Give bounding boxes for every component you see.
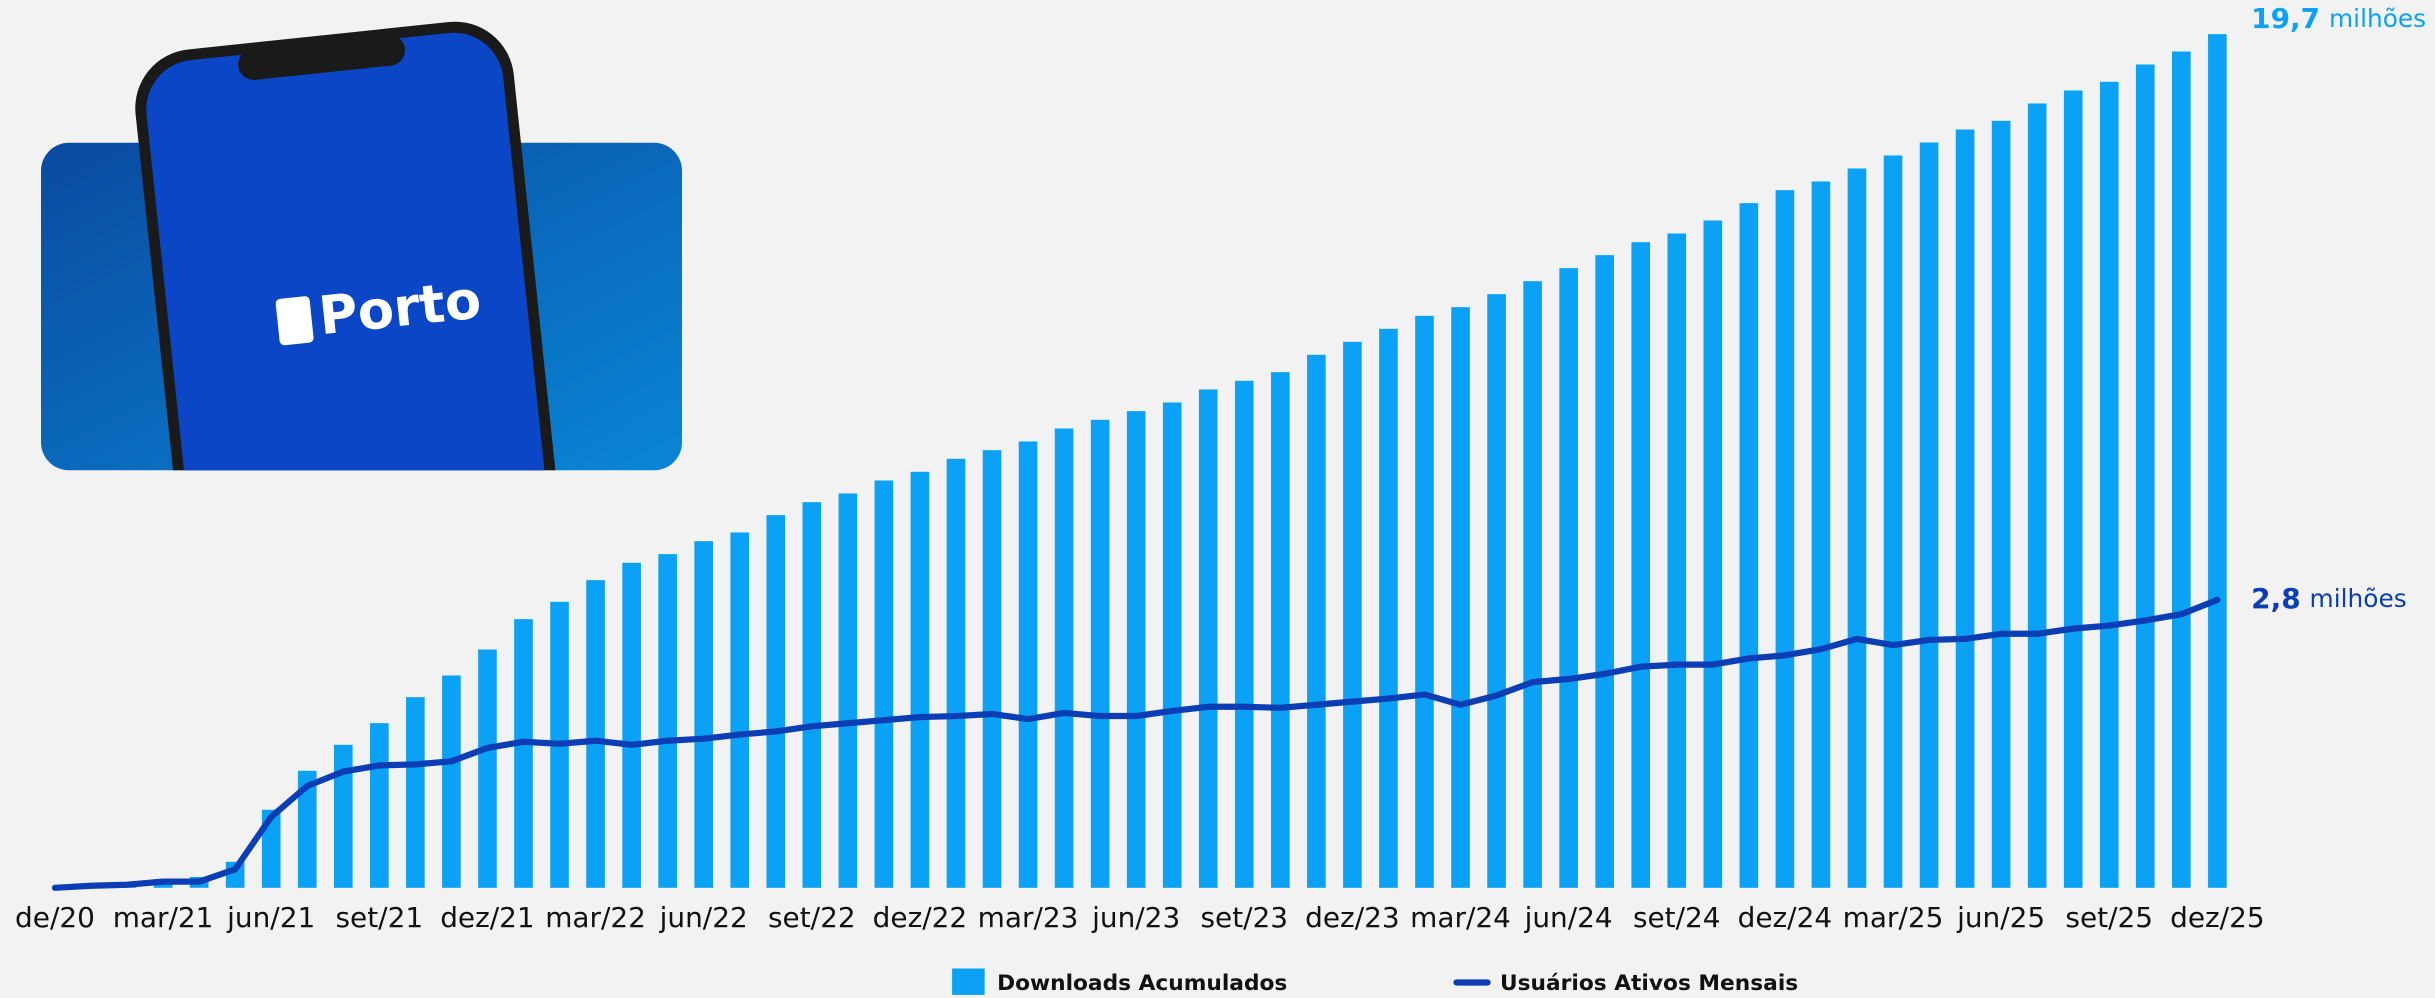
x-tick-label: jun/24 (1524, 901, 1613, 934)
space (2320, 2, 2329, 35)
x-tick-label: mar/23 (978, 901, 1079, 934)
bar (1703, 220, 1723, 888)
bar (1991, 120, 2011, 888)
x-tick-label: set/25 (2065, 901, 2153, 934)
x-tick-label: set/22 (768, 901, 856, 934)
bar (1234, 380, 1254, 888)
bar (838, 493, 858, 888)
x-tick-label: set/23 (1200, 901, 1288, 934)
bar (2027, 103, 2047, 888)
bar (1523, 281, 1542, 888)
legend: Downloads Acumulados Usuários Ativos Men… (952, 968, 1798, 996)
bar (2135, 64, 2155, 888)
phone-image: Porto (41, 21, 683, 471)
x-tick-label: mar/24 (1410, 901, 1511, 934)
legend-label: Downloads Acumulados (997, 971, 1287, 996)
bar (1451, 307, 1470, 888)
bar (874, 480, 894, 888)
bar (1631, 242, 1651, 888)
bar (1162, 402, 1182, 888)
bar (2208, 34, 2227, 888)
bar (333, 744, 353, 888)
space (2301, 582, 2310, 615)
bar (1811, 181, 1831, 888)
x-tick-label: set/21 (336, 901, 424, 934)
bar (1343, 341, 1362, 888)
bar (1054, 428, 1074, 888)
bar (478, 649, 497, 888)
bar (370, 723, 389, 888)
bar (1955, 129, 1975, 888)
line (51, 596, 2221, 891)
bar (1379, 328, 1398, 888)
x-tick-label: dez/22 (873, 901, 968, 934)
bar (1739, 203, 1759, 888)
bar (694, 541, 714, 888)
bar (1126, 411, 1146, 888)
bar (1667, 233, 1687, 888)
bar (622, 562, 641, 888)
value-number: 19,7 (2251, 2, 2320, 35)
bar (910, 471, 930, 888)
legend-swatch (952, 968, 985, 995)
bar (1018, 441, 1038, 888)
value-unit: milhões (2329, 4, 2426, 33)
bar (1415, 315, 1434, 888)
bar (297, 770, 317, 888)
x-tick-label: mar/21 (113, 901, 214, 934)
phone-screen (146, 32, 559, 471)
x-tick-label: dez/24 (1738, 901, 1833, 934)
bar (766, 515, 786, 888)
bar (1919, 142, 1939, 888)
x-tick-label: de/20 (15, 901, 95, 934)
bar (442, 675, 461, 888)
bar (1775, 190, 1795, 888)
x-tick-label: dez/23 (1305, 901, 1400, 934)
bar (946, 458, 966, 888)
bar (261, 809, 281, 888)
bar (586, 580, 605, 888)
bar (514, 619, 533, 888)
bar (1271, 372, 1290, 888)
x-tick-label: jun/25 (1956, 901, 2045, 934)
x-tick-label: mar/22 (545, 901, 646, 934)
x-tick-label: jun/23 (1091, 901, 1180, 934)
bar (1595, 255, 1614, 888)
bar (730, 532, 750, 888)
x-tick-label: mar/25 (1843, 901, 1944, 934)
x-tick-label: dez/21 (440, 901, 534, 934)
bar (1847, 168, 1867, 888)
value-label: 2,8 milhões (2251, 582, 2406, 615)
x-tick-label: jun/21 (226, 901, 315, 934)
bar (1198, 389, 1218, 888)
bar (1883, 155, 1903, 888)
bar (2063, 90, 2083, 888)
legend-label: Usuários Ativos Mensais (1500, 971, 1798, 996)
notch (238, 34, 406, 80)
bar (2099, 81, 2119, 888)
value-number: 2,8 (2251, 582, 2300, 615)
bar (1090, 419, 1110, 888)
bar (1487, 294, 1506, 888)
bar (658, 554, 677, 888)
bar (1307, 354, 1326, 888)
bar (982, 450, 1002, 888)
x-tick-label: set/24 (1633, 901, 1721, 934)
bar (406, 697, 425, 888)
value-label: 19,7 milhões (2251, 2, 2426, 35)
bar (2172, 51, 2191, 888)
value-unit: milhões (2310, 584, 2407, 613)
bar (1559, 268, 1578, 888)
bar (802, 502, 822, 888)
logo-icon (275, 296, 314, 346)
x-tick-label: dez/25 (2170, 901, 2265, 934)
x-tick-label: jun/22 (659, 901, 748, 934)
